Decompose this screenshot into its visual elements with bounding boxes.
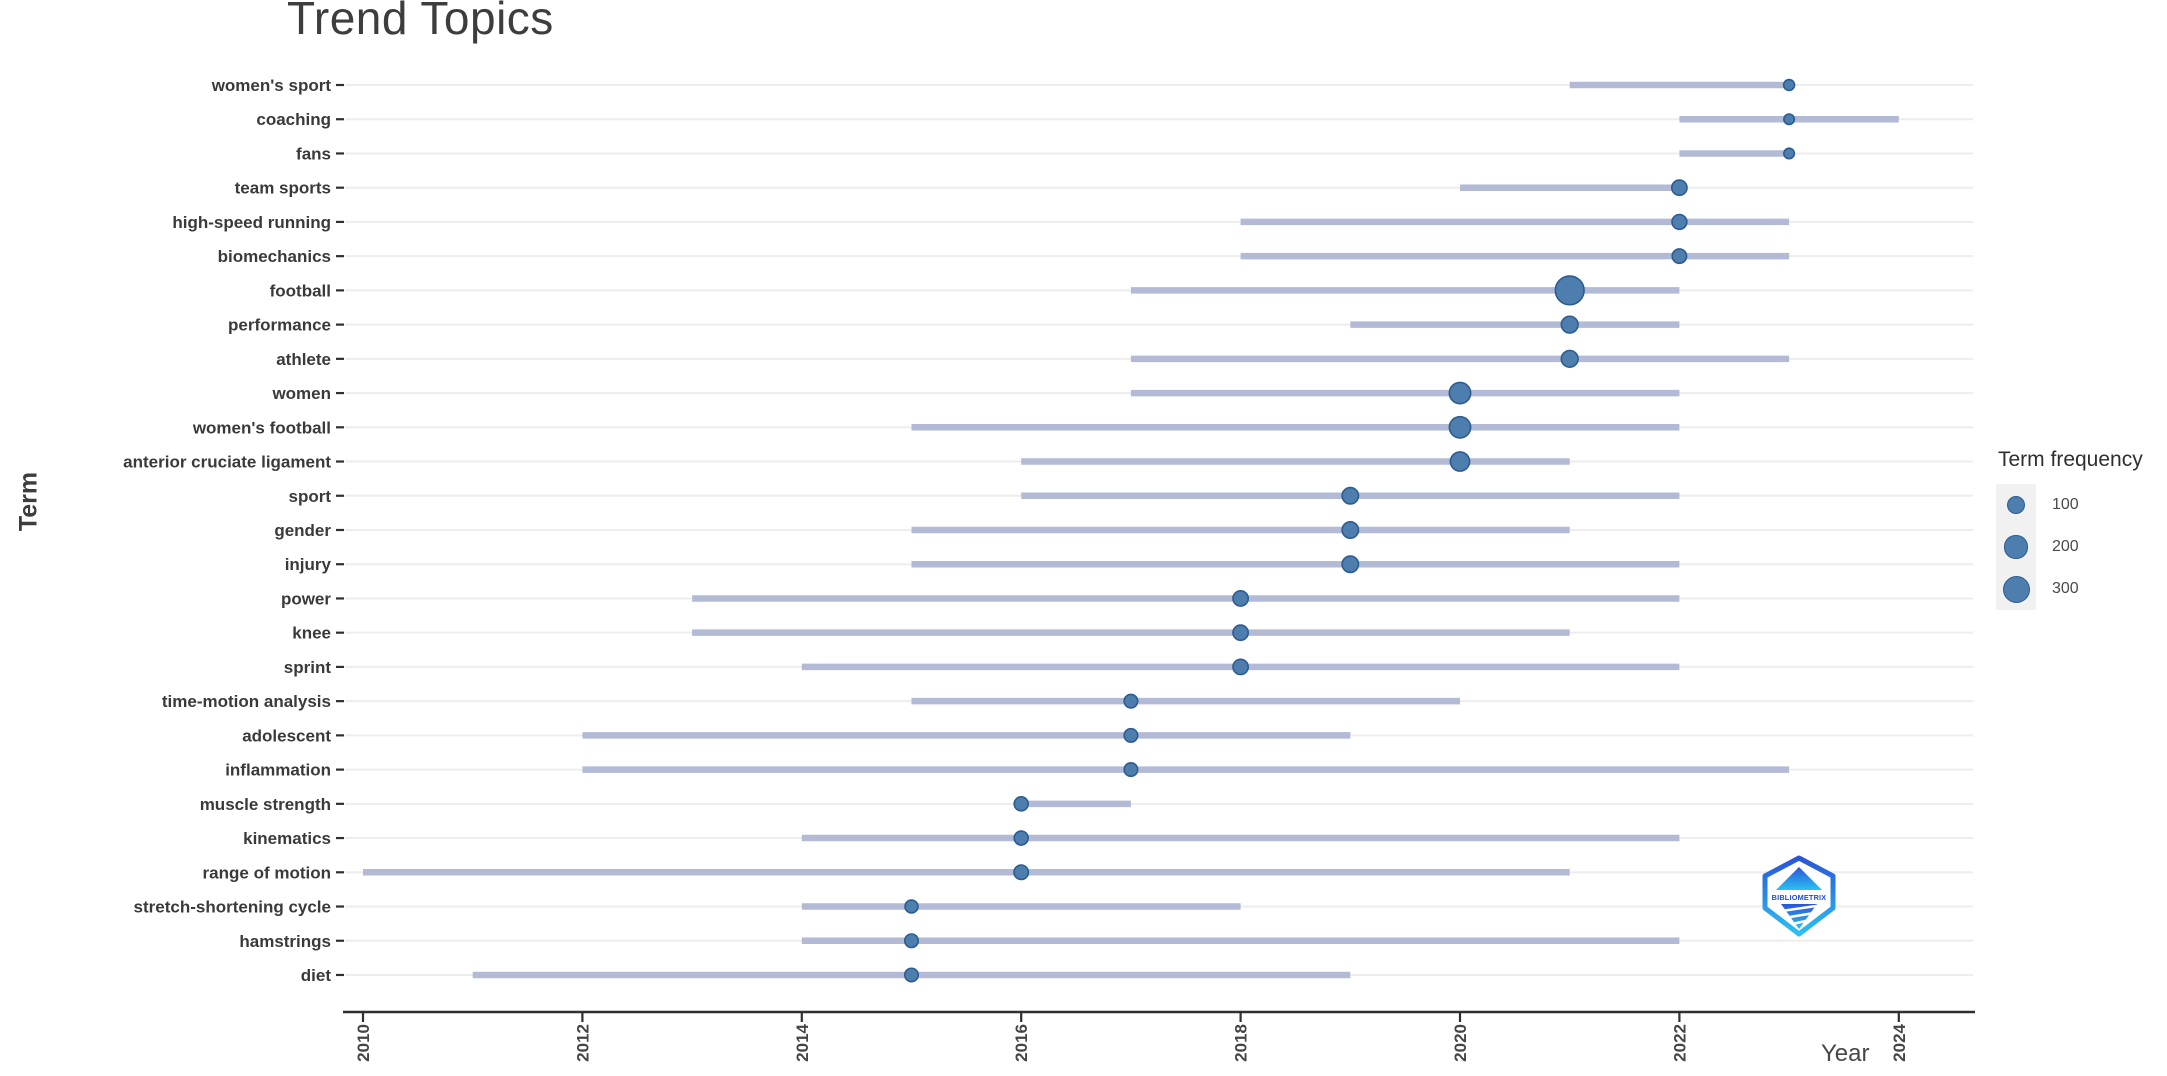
x-axis-label: 2018	[1232, 1024, 1251, 1062]
x-axis-label: 2020	[1451, 1024, 1470, 1062]
term-frequency-legend: Term frequency 100 200 300	[1996, 448, 2143, 610]
legend-label: 100	[2052, 496, 2079, 513]
legend-keys: 100 200 300	[1996, 484, 2143, 610]
legend-entry: 200	[1996, 526, 2143, 568]
term-bubble	[1123, 693, 1139, 709]
logo-hexagon	[1762, 855, 1836, 937]
term-bubble	[1554, 275, 1585, 306]
term-bubble	[1013, 796, 1029, 812]
term-bubble	[1782, 78, 1796, 92]
term-bubble	[1671, 248, 1688, 265]
x-axis-label: 2024	[1890, 1023, 1909, 1061]
term-bubble	[1560, 315, 1579, 334]
logo-text: BIBLIOMETRIX	[1772, 893, 1827, 902]
term-bubble	[1670, 179, 1688, 197]
y-axis-label: time-motion analysis	[162, 692, 331, 711]
x-axis-label: 2022	[1670, 1024, 1689, 1062]
y-axis-label: anterior cruciate ligament	[123, 453, 331, 472]
y-axis-label: gender	[274, 521, 331, 540]
y-axis-label: performance	[228, 316, 331, 335]
y-axis-label: women	[271, 384, 331, 403]
x-axis-title: Year	[1821, 1040, 1870, 1067]
y-axis-label: injury	[285, 555, 332, 574]
legend-label: 300	[2052, 580, 2079, 597]
y-axis-label: knee	[292, 624, 331, 643]
term-bubble	[1123, 762, 1139, 778]
y-axis-label: sport	[289, 487, 332, 506]
term-bubble	[1341, 521, 1360, 539]
y-axis-label: athlete	[276, 350, 331, 369]
term-bubble	[903, 967, 920, 983]
y-axis-label: biomechanics	[218, 247, 331, 266]
term-bubble	[1232, 658, 1250, 676]
term-bubble	[903, 933, 920, 949]
legend-key	[1996, 526, 2036, 568]
y-axis-label: inflammation	[225, 761, 331, 780]
y-axis-label: high-speed running	[172, 213, 331, 232]
term-bubble	[1013, 864, 1030, 881]
term-bubble	[904, 899, 919, 914]
bibliometrix-logo: BIBLIOMETRIX	[1762, 855, 1836, 937]
logo-mountain	[1776, 867, 1822, 890]
y-axis-label: women's football	[192, 418, 331, 437]
term-bubble	[1448, 415, 1472, 439]
y-axis-label: range of motion	[203, 863, 331, 882]
term-bubble	[1341, 486, 1360, 505]
legend-key	[1996, 484, 2036, 526]
term-bubble	[1448, 381, 1472, 405]
legend-label: 200	[2052, 538, 2079, 555]
legend-title: Term frequency	[1998, 448, 2143, 471]
legend-bubble-icon	[2007, 496, 2025, 514]
x-axis-label: 2016	[1012, 1024, 1031, 1062]
y-axis-label: team sports	[235, 179, 331, 198]
term-bubble	[1449, 451, 1471, 472]
term-bubble	[1560, 349, 1579, 368]
legend-bubble-icon	[2002, 575, 2030, 603]
x-axis-label: 2010	[354, 1024, 373, 1062]
term-bubble	[1232, 624, 1250, 642]
y-axis-label: adolescent	[242, 726, 331, 745]
y-axis-label: stretch-shortening cycle	[134, 898, 331, 917]
y-axis-label: hamstrings	[239, 932, 331, 951]
term-bubble	[1232, 590, 1250, 607]
y-axis-label: coaching	[256, 110, 331, 129]
term-bubble	[1671, 213, 1688, 231]
term-bubble	[1013, 830, 1029, 846]
y-axis-label: sprint	[284, 658, 332, 677]
legend-entry: 300	[1996, 568, 2143, 610]
term-bubble	[1123, 727, 1139, 743]
legend-bubble-icon	[2004, 535, 2028, 559]
y-axis-label: power	[281, 589, 331, 608]
y-axis-label: football	[270, 281, 331, 300]
chart-title: Trend Topics	[287, 0, 554, 44]
x-axis-label: 2012	[573, 1024, 592, 1062]
y-axis-label: fans	[296, 144, 331, 163]
term-bubble	[1783, 147, 1796, 160]
legend-entry: 100	[1996, 484, 2143, 526]
legend-key	[1996, 568, 2036, 610]
y-axis-label: muscle strength	[200, 795, 331, 814]
y-axis-label: women's sport	[211, 76, 332, 95]
y-axis-label: kinematics	[243, 829, 331, 848]
x-axis-label: 2014	[793, 1023, 812, 1061]
term-bubble	[1783, 113, 1796, 126]
y-axis-label: diet	[301, 966, 332, 985]
term-bubble	[1341, 555, 1360, 574]
